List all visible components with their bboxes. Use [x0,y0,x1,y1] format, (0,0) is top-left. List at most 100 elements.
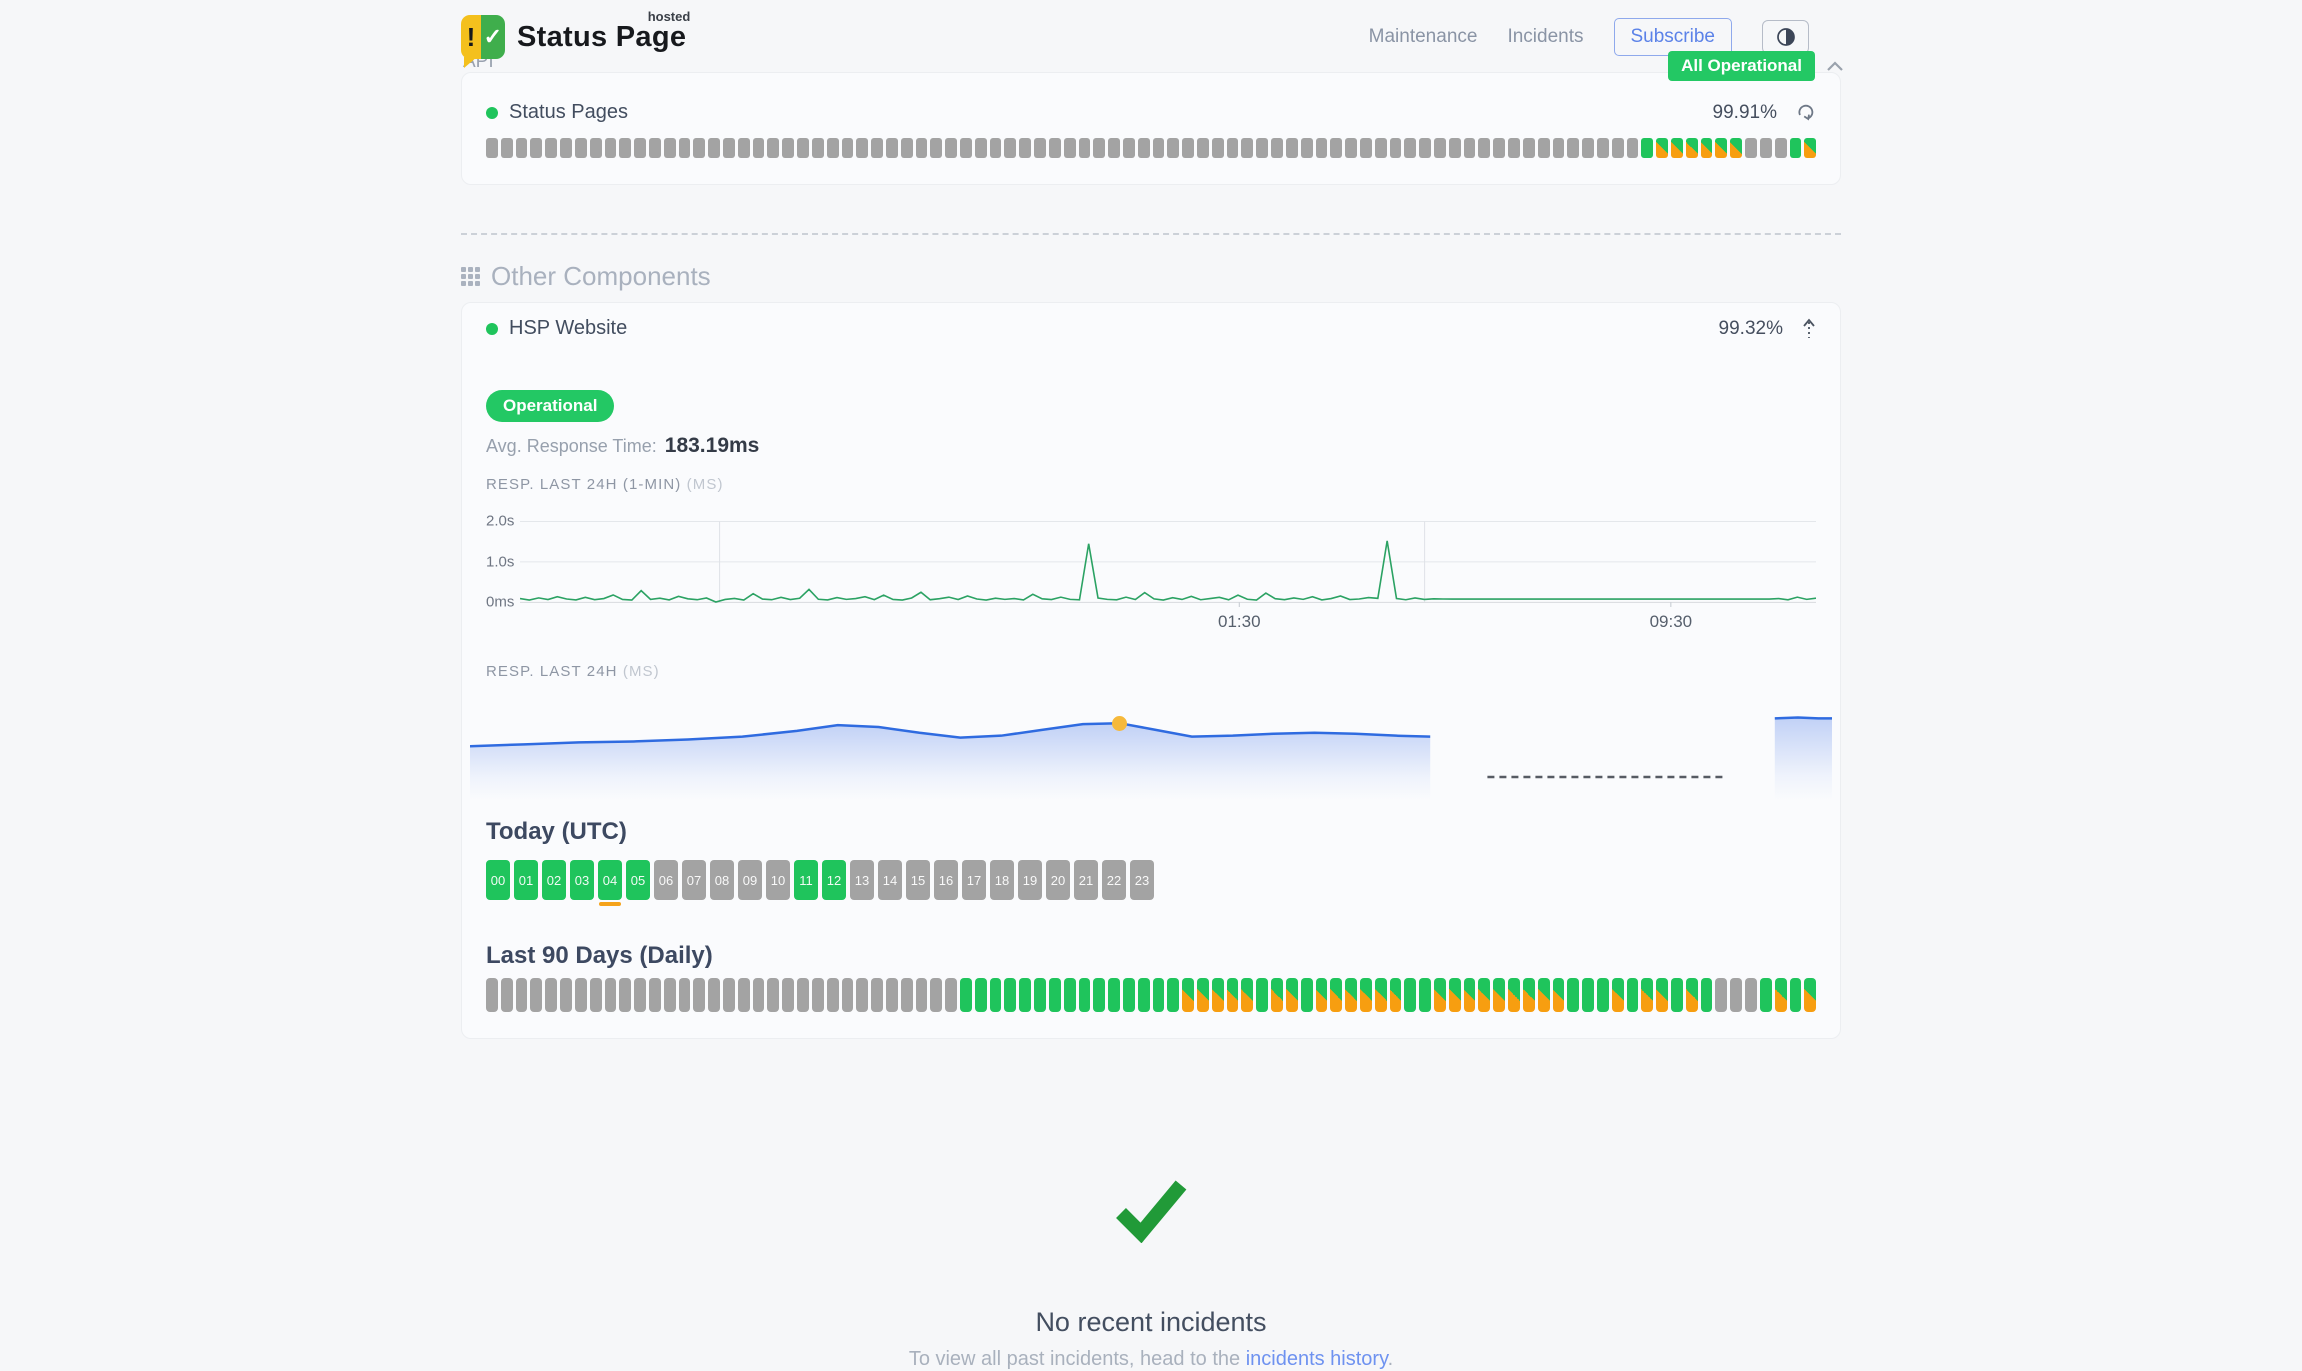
uptime-bar[interactable] [1759,138,1772,158]
daily-uptime-bar[interactable] [1656,978,1668,1012]
daily-uptime-bar[interactable] [1463,978,1476,1012]
hour-block[interactable]: 17 [962,860,986,900]
daily-uptime-bar[interactable] [560,978,572,1012]
uptime-bar[interactable] [1626,138,1639,158]
daily-uptime-bar[interactable] [500,978,513,1012]
uptime-bar[interactable] [841,138,854,158]
daily-uptime-bar[interactable] [960,978,972,1012]
uptime-bar[interactable] [1804,138,1817,158]
uptime-bar[interactable] [530,138,543,158]
daily-uptime-bar[interactable] [1300,978,1313,1012]
uptime-bar[interactable] [900,138,913,158]
daily-uptime-bar[interactable] [1493,978,1506,1012]
daily-uptime-bar[interactable] [1537,978,1550,1012]
hour-block[interactable]: 12 [822,860,846,900]
uptime-bar[interactable] [1582,138,1594,158]
hour-block[interactable]: 08 [710,860,734,900]
daily-uptime-bar[interactable] [693,978,706,1012]
daily-uptime-bar[interactable] [1745,978,1757,1012]
daily-uptime-bar[interactable] [1789,978,1802,1012]
hour-block[interactable]: 04 [598,860,622,906]
hour-block[interactable]: 23 [1130,860,1154,900]
daily-uptime-bar[interactable] [1804,978,1817,1012]
nav-maintenance[interactable]: Maintenance [1368,26,1478,47]
uptime-bar[interactable] [1226,138,1239,158]
daily-uptime-bar[interactable] [1167,978,1180,1012]
hour-block[interactable]: 11 [794,860,818,900]
daily-uptime-bar[interactable] [1759,978,1772,1012]
hour-block[interactable]: 01 [514,860,538,900]
hour-block[interactable]: 13 [850,860,874,900]
daily-uptime-bar[interactable] [1137,978,1150,1012]
hour-block[interactable]: 07 [682,860,706,900]
uptime-bar[interactable] [515,138,528,158]
uptime-bar[interactable] [1285,138,1298,158]
daily-uptime-bar[interactable] [1315,978,1328,1012]
daily-uptime-bar[interactable] [1567,978,1580,1012]
uptime-bar[interactable] [737,138,750,158]
uptime-bar[interactable] [1093,138,1106,158]
daily-uptime-bar[interactable] [1374,978,1387,1012]
hour-block[interactable]: 09 [738,860,762,900]
daily-uptime-bar[interactable] [1211,978,1224,1012]
daily-uptime-bar[interactable] [1285,978,1298,1012]
uptime-bar[interactable] [1063,138,1076,158]
uptime-bar[interactable] [1463,138,1476,158]
daily-uptime-bar[interactable] [1626,978,1639,1012]
uptime-bar[interactable] [1715,138,1728,158]
uptime-bar[interactable] [589,138,602,158]
uptime-bar[interactable] [1493,138,1506,158]
daily-uptime-bar[interactable] [945,978,957,1012]
daily-uptime-bar[interactable] [989,978,1002,1012]
daily-uptime-bar[interactable] [678,978,691,1012]
uptime-bar[interactable] [1345,138,1357,158]
daily-uptime-bar[interactable] [826,978,839,1012]
daily-uptime-bar[interactable] [1641,978,1654,1012]
daily-uptime-bar[interactable] [915,978,928,1012]
uptime-bar[interactable] [826,138,839,158]
uptime-bar[interactable] [545,138,558,158]
uptime-bar[interactable] [1774,138,1787,158]
uptime-bar[interactable] [1789,138,1802,158]
daily-uptime-bar[interactable] [1448,978,1461,1012]
daily-uptime-bar[interactable] [515,978,528,1012]
daily-uptime-bar[interactable] [1404,978,1417,1012]
hour-block[interactable]: 19 [1018,860,1042,900]
daily-uptime-bar[interactable] [723,978,735,1012]
uptime-bar[interactable] [619,138,632,158]
uptime-bar[interactable] [856,138,869,158]
trend-up-icon[interactable] [1802,318,1816,340]
uptime-bar[interactable] [1048,138,1061,158]
uptime-bar[interactable] [1122,138,1135,158]
incidents-history-link[interactable]: incidents history [1245,1348,1388,1370]
uptime-bar[interactable] [1241,138,1254,158]
chevron-up-icon[interactable] [1825,60,1845,73]
uptime-bar[interactable] [663,138,676,158]
hour-block[interactable]: 06 [654,860,678,900]
daily-uptime-bar[interactable] [1078,978,1091,1012]
uptime-bar[interactable] [1330,138,1343,158]
daily-uptime-bar[interactable] [1522,978,1535,1012]
uptime-bar[interactable] [811,138,824,158]
daily-uptime-bar[interactable] [634,978,646,1012]
daily-uptime-bar[interactable] [1152,978,1165,1012]
hour-block[interactable]: 14 [878,860,902,900]
daily-uptime-bar[interactable] [1063,978,1076,1012]
uptime-bar[interactable] [1552,138,1565,158]
uptime-bar[interactable] [1137,138,1150,158]
daily-uptime-bar[interactable] [1730,978,1743,1012]
response-time-line-chart[interactable]: 2.0s 1.0s 0ms [486,513,1816,611]
uptime-bar[interactable] [1671,138,1683,158]
daily-uptime-bar[interactable] [1774,978,1787,1012]
daily-uptime-bar[interactable] [1122,978,1135,1012]
daily-uptime-bar[interactable] [871,978,883,1012]
daily-uptime-bar[interactable] [530,978,543,1012]
uptime-bar[interactable] [885,138,898,158]
daily-uptime-bar[interactable] [648,978,661,1012]
uptime-bar[interactable] [1182,138,1194,158]
daily-uptime-bar[interactable] [1611,978,1624,1012]
daily-uptime-bar[interactable] [1004,978,1017,1012]
uptime-bar[interactable] [723,138,735,158]
hour-block[interactable]: 22 [1102,860,1126,900]
nav-incidents[interactable]: Incidents [1507,26,1584,47]
